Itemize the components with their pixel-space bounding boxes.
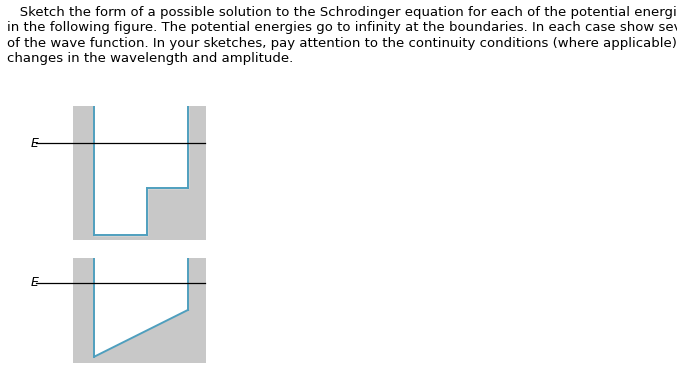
Text: E: E [31, 276, 39, 290]
Text: changes in the wavelength and amplitude.: changes in the wavelength and amplitude. [7, 52, 293, 65]
Text: in the following figure. The potential energies go to infinity at the boundaries: in the following figure. The potential e… [7, 21, 677, 34]
Text: of the wave function. In your sketches, pay attention to the continuity conditio: of the wave function. In your sketches, … [7, 37, 677, 50]
Polygon shape [94, 258, 188, 357]
Text: E: E [31, 137, 39, 149]
Text: Sketch the form of a possible solution to the Schrodinger equation for each of t: Sketch the form of a possible solution t… [7, 6, 677, 19]
